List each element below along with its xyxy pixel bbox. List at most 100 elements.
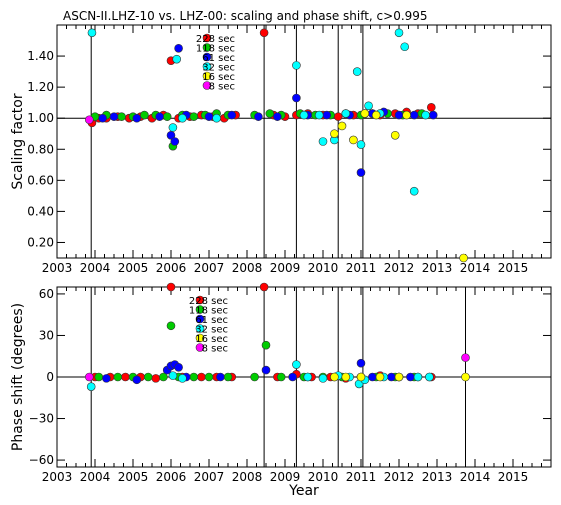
data-point [390, 130, 400, 140]
legend-marker [195, 295, 205, 305]
data-point [352, 67, 362, 76]
data-point [86, 382, 96, 391]
data-point [318, 137, 328, 146]
series-8-sec [85, 115, 94, 125]
data-point [140, 110, 149, 120]
data-point [387, 372, 396, 382]
legend-marker [202, 43, 212, 52]
data-point [394, 110, 404, 120]
data-point [333, 112, 343, 121]
data-point [85, 372, 94, 382]
data-point [341, 109, 351, 118]
data-point [426, 103, 436, 112]
legend-marker [202, 81, 212, 90]
data-point [170, 137, 180, 146]
x-tick-label: 2015 [498, 261, 529, 275]
data-point [299, 110, 309, 120]
plot-frame [56, 24, 552, 259]
scaling-panel: 2003 2004 2005 2006 2007 2008 2009 2010 2011 2012… [10, 24, 552, 275]
legend-label: 61 sec [202, 53, 235, 64]
data-point [461, 372, 470, 382]
x-tick-label: 2012 [384, 470, 415, 484]
data-point [402, 110, 411, 120]
data-point [349, 135, 358, 145]
data-point [394, 28, 404, 38]
legend-label: 32 sec [202, 63, 235, 74]
data-point [189, 112, 199, 121]
y-tick-label: 0.80 [27, 142, 54, 156]
y-tick-label: 30 [39, 328, 54, 342]
x-tick-label: 2006 [156, 261, 187, 275]
x-tick-label: 2014 [460, 261, 491, 275]
x-tick-label: 2004 [80, 261, 111, 275]
data-point [113, 372, 123, 382]
data-point [159, 372, 168, 382]
data-point [143, 372, 153, 382]
x-tick-label: 2009 [270, 261, 301, 275]
x-tick-label: 2014 [460, 470, 491, 484]
data-point [428, 110, 438, 120]
data-point [265, 109, 275, 118]
data-point [132, 375, 142, 385]
data-point [371, 110, 381, 120]
x-tick-label: 2009 [270, 470, 301, 484]
y-tick-label: 1.00 [27, 111, 54, 125]
series-16-sec [330, 372, 470, 382]
data-point [259, 28, 269, 38]
data-point [178, 374, 187, 383]
legend-marker [202, 52, 212, 62]
data-point [85, 115, 94, 125]
series-16-sec [330, 109, 468, 263]
y-tick-label: 0 [46, 370, 54, 384]
x-tick-label: 2006 [156, 470, 187, 484]
data-point [406, 372, 415, 382]
data-point [409, 186, 419, 196]
y-tick-label: 0.40 [27, 204, 54, 218]
x-tick-label: 2010 [308, 261, 339, 275]
y-tick-label: 60 [39, 287, 54, 301]
legend-marker [195, 343, 205, 352]
data-point [261, 365, 271, 375]
data-point [276, 372, 286, 382]
x-tick-label: 2005 [118, 470, 149, 484]
data-point [261, 340, 271, 350]
legend-marker [202, 33, 212, 43]
data-point [400, 42, 410, 52]
data-point [132, 113, 142, 123]
data-point [259, 282, 269, 292]
legend-marker [195, 333, 205, 343]
data-point [223, 372, 233, 382]
data-point [330, 129, 339, 139]
data-point [197, 372, 206, 382]
data-point [337, 121, 347, 131]
x-tick-label: 2011 [346, 470, 377, 484]
data-point [168, 371, 178, 380]
y-tick-label: 0.20 [27, 235, 54, 249]
data-point [394, 372, 404, 382]
legend-label: 118 sec [196, 44, 235, 55]
data-point [421, 110, 430, 120]
x-tick-label: 2012 [384, 261, 415, 275]
data-point [341, 372, 351, 382]
data-point [117, 112, 126, 121]
data-point [409, 110, 419, 120]
legend-marker [202, 71, 212, 81]
y-axis-title: Scaling factor [10, 93, 26, 189]
x-tick-label: 2011 [346, 261, 377, 275]
series-61-sec [98, 43, 438, 177]
y-tick-label: 0.60 [27, 173, 54, 187]
legend-label: 118 sec [189, 306, 228, 317]
legend-label: 61 sec [195, 315, 228, 326]
legend-label: 16 sec [202, 72, 235, 83]
legend-label: 16 sec [195, 334, 228, 345]
x-tick-label: 2007 [194, 261, 225, 275]
data-point [227, 110, 237, 120]
data-point [216, 372, 225, 382]
x-tick-label: 2004 [80, 470, 111, 484]
data-point [273, 112, 282, 121]
data-point [250, 372, 259, 382]
x-tick-label: 2008 [232, 470, 263, 484]
data-point [292, 93, 301, 103]
x-tick-label: 2013 [422, 470, 453, 484]
phase-panel: 2003 2004 2005 2006 2007 2008 2009 2010 2011 2012… [10, 282, 552, 499]
